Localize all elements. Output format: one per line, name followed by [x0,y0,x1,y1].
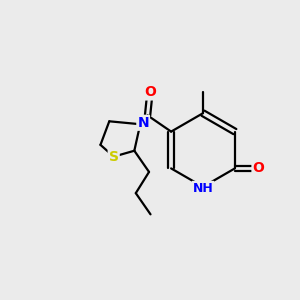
Text: O: O [253,161,264,176]
Text: NH: NH [193,182,213,195]
Text: N: N [137,116,149,130]
Text: O: O [144,85,156,99]
Text: S: S [109,150,119,164]
